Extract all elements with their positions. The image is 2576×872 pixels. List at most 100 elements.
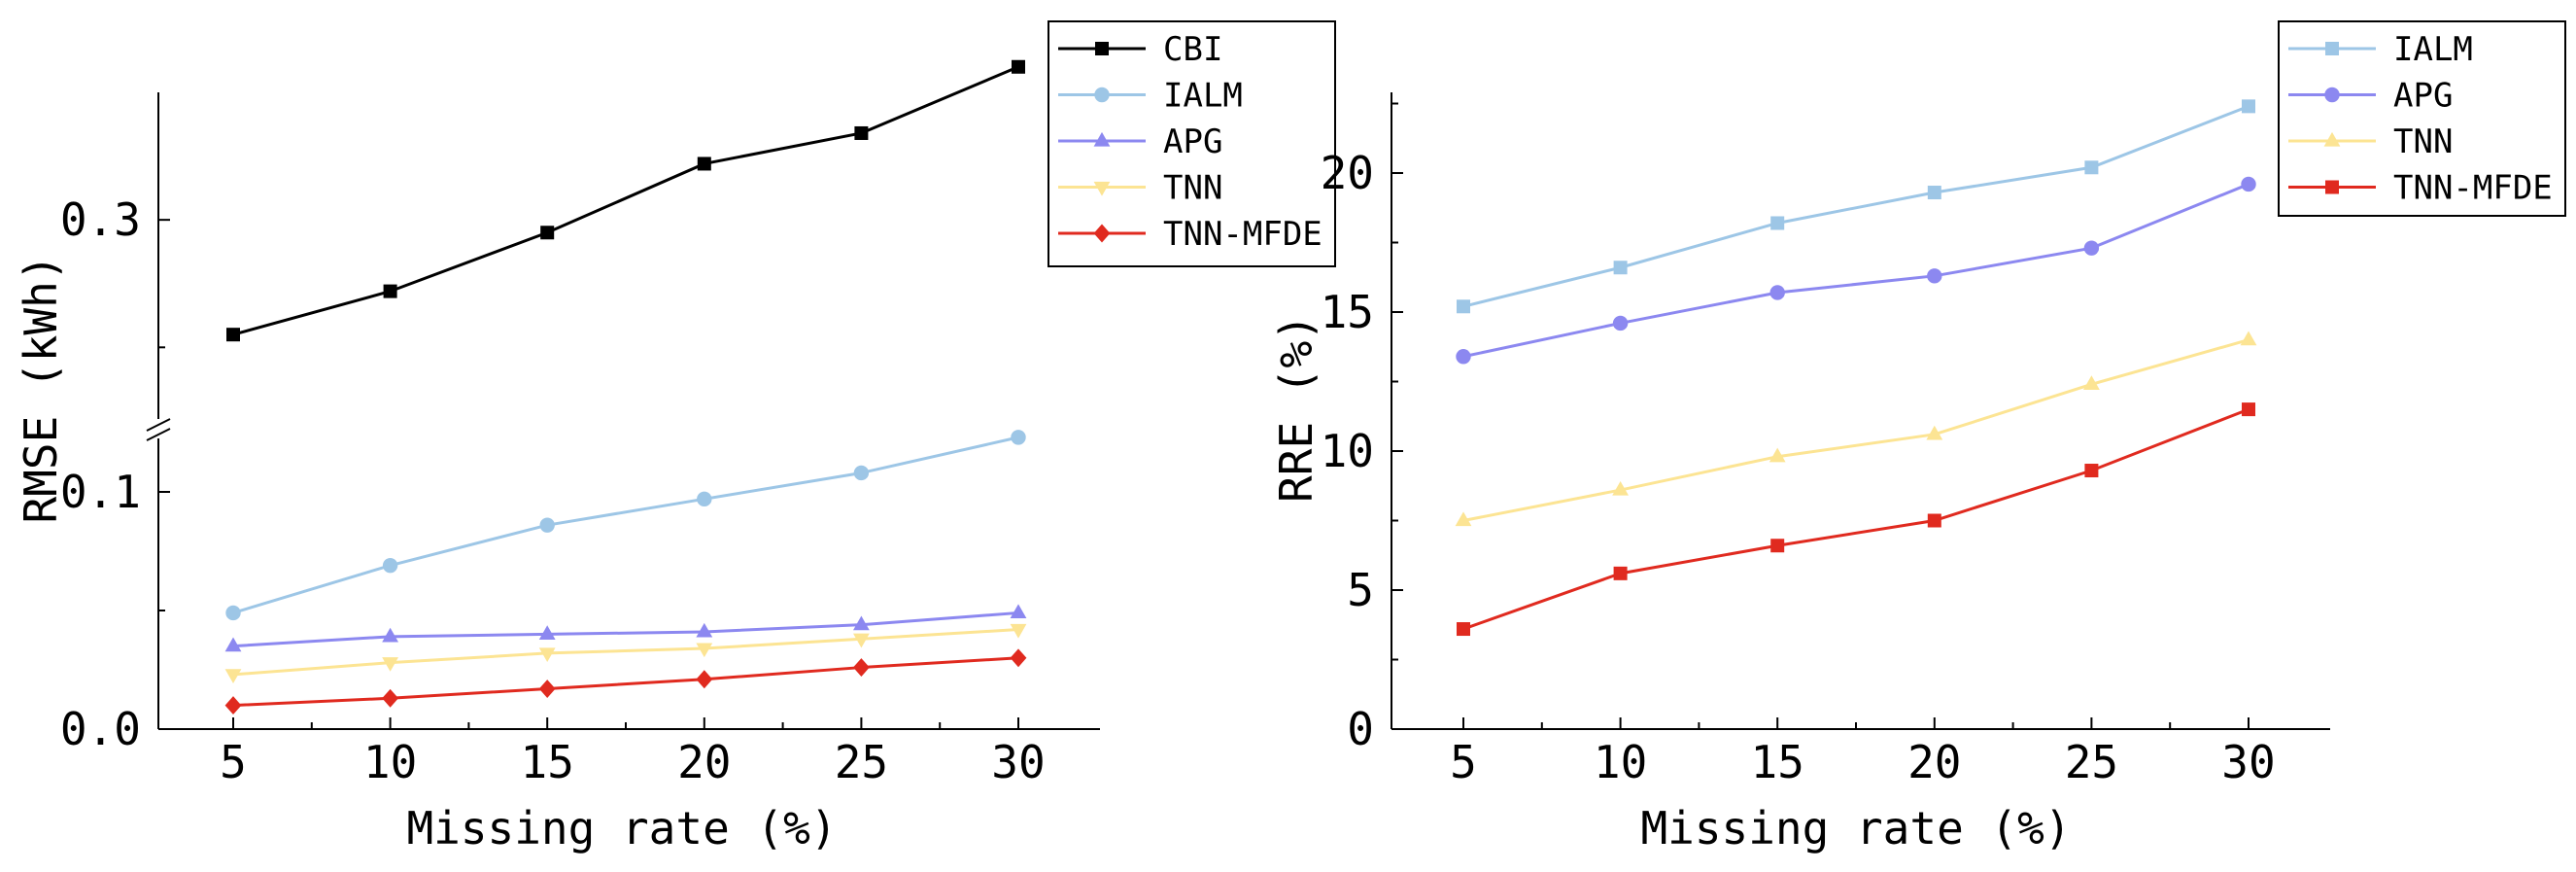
series-line-tnn-mfde — [232, 656, 1019, 708]
series-line-ialm — [1462, 104, 2250, 308]
y-tick-label: 20 — [1321, 147, 1374, 199]
data-point-ialm — [1011, 430, 1026, 445]
data-point-tnn-mfde — [382, 688, 398, 708]
legend-marker — [2325, 42, 2339, 55]
legend-label: TNN — [1163, 169, 1222, 208]
data-point-tnn — [224, 669, 242, 683]
data-point-ialm — [1457, 299, 1470, 314]
data-point-ialm — [2242, 99, 2255, 114]
data-point-tnn — [1010, 623, 1027, 639]
x-tick-label: 15 — [521, 736, 574, 788]
data-point-tnn-mfde — [2084, 464, 2099, 478]
data-point-apg — [382, 627, 398, 643]
data-point-cbi — [1012, 59, 1025, 74]
data-point-ialm — [697, 491, 712, 507]
data-point-ialm — [2084, 160, 2099, 175]
x-tick-label: 5 — [220, 736, 247, 788]
legend-label: APG — [1163, 122, 1222, 161]
data-point-apg — [1612, 315, 1629, 331]
data-point-ialm — [1770, 216, 1785, 230]
y-tick-label: 0 — [1347, 703, 1374, 755]
legend-marker — [2324, 87, 2340, 103]
data-point-ialm — [1927, 186, 1941, 200]
series-line-cbi — [232, 65, 1019, 336]
series-line-tnn-mfde — [1462, 407, 2250, 631]
data-point-apg — [1456, 349, 1471, 365]
data-point-tnn-mfde — [1613, 566, 1628, 580]
legend-label: TNN — [2393, 122, 2453, 161]
data-point-tnn-mfde — [1927, 513, 1941, 528]
data-point-cbi — [226, 328, 240, 342]
legend-marker — [1094, 87, 1110, 103]
data-point-tnn — [2083, 375, 2100, 390]
data-point-tnn-mfde — [1770, 539, 1785, 553]
legend-marker — [1093, 131, 1111, 147]
data-point-tnn-mfde — [696, 670, 713, 689]
data-point-tnn — [696, 643, 713, 658]
x-tick-label: 30 — [991, 736, 1045, 788]
data-point-ialm — [539, 517, 555, 533]
data-point-apg — [1769, 285, 1785, 300]
legend-label: CBI — [1163, 30, 1222, 69]
y-axis-title: RRE (%) — [1270, 314, 1322, 503]
data-point-tnn-mfde — [853, 658, 870, 678]
x-tick-label: 20 — [1907, 736, 1961, 788]
x-tick-label: 30 — [2221, 736, 2275, 788]
data-point-tnn — [1612, 480, 1629, 496]
data-point-tnn — [1455, 511, 1472, 527]
x-tick-label: 25 — [2065, 736, 2118, 788]
legend: CBI IALM APG TNN TNN-MFDE — [1048, 20, 1336, 267]
rre-chart: 0 5 10 15 20 5 10 15 20 25 30 Missing rate (%) RRE (… — [1270, 20, 2566, 855]
data-point-tnn-mfde — [1010, 648, 1027, 668]
legend-marker — [1093, 181, 1111, 196]
data-point-tnn — [2240, 331, 2257, 346]
axis-break-mark — [146, 428, 171, 441]
data-point-ialm — [853, 465, 870, 481]
data-point-cbi — [697, 157, 711, 171]
legend-marker — [2323, 131, 2341, 147]
data-point-cbi — [383, 284, 397, 298]
data-point-tnn — [382, 657, 398, 672]
data-point-ialm — [382, 557, 398, 574]
legend-label: TNN-MFDE — [1163, 215, 1322, 254]
x-tick-label: 10 — [1594, 736, 1647, 788]
data-point-apg — [853, 615, 870, 631]
legend-label: TNN-MFDE — [2393, 169, 2553, 208]
data-point-apg — [2241, 176, 2256, 192]
x-axis-title: Missing rate (%) — [406, 802, 837, 855]
data-point-tnn-mfde — [2242, 402, 2255, 417]
x-tick-label: 25 — [835, 736, 888, 788]
data-point-apg — [1927, 268, 1942, 284]
data-point-apg — [538, 625, 556, 640]
data-point-tnn — [853, 633, 870, 648]
axis-break-mark — [146, 418, 171, 432]
legend-label: APG — [2393, 77, 2453, 116]
y-axis-title: RMSE (kWh) — [15, 255, 67, 524]
legend-label: IALM — [2393, 30, 2473, 69]
series-line-ialm — [232, 436, 1019, 614]
series-line-tnn — [1462, 338, 2250, 522]
data-point-cbi — [540, 226, 555, 240]
data-point-apg — [696, 622, 713, 638]
data-point-cbi — [854, 125, 869, 140]
y-tick-label: 0.0 — [60, 703, 141, 755]
x-axis-title: Missing rate (%) — [1640, 802, 2071, 855]
y-tick-label: 0.3 — [60, 193, 141, 246]
data-point-tnn-mfde — [538, 680, 556, 698]
legend: IALM APG TNN TNN-MFDE — [2278, 20, 2566, 217]
x-tick-label: 15 — [1751, 736, 1804, 788]
y-tick-label: 5 — [1347, 564, 1374, 616]
series-line-apg — [232, 610, 1019, 648]
rmse-chart: 0.0 0.1 0.3 5 10 15 20 25 30 Missing rate (%) RMSE… — [15, 20, 1336, 855]
x-tick-label: 20 — [677, 736, 731, 788]
data-point-apg — [224, 637, 242, 652]
legend-marker — [2325, 180, 2339, 194]
x-tick-label: 10 — [363, 736, 417, 788]
y-tick-label: 15 — [1321, 286, 1374, 338]
data-point-tnn — [1926, 425, 1943, 440]
y-tick-label: 10 — [1321, 425, 1374, 477]
series-line-apg — [1462, 183, 2250, 359]
y-tick-label: 0.1 — [60, 466, 141, 518]
data-point-ialm — [225, 605, 241, 621]
